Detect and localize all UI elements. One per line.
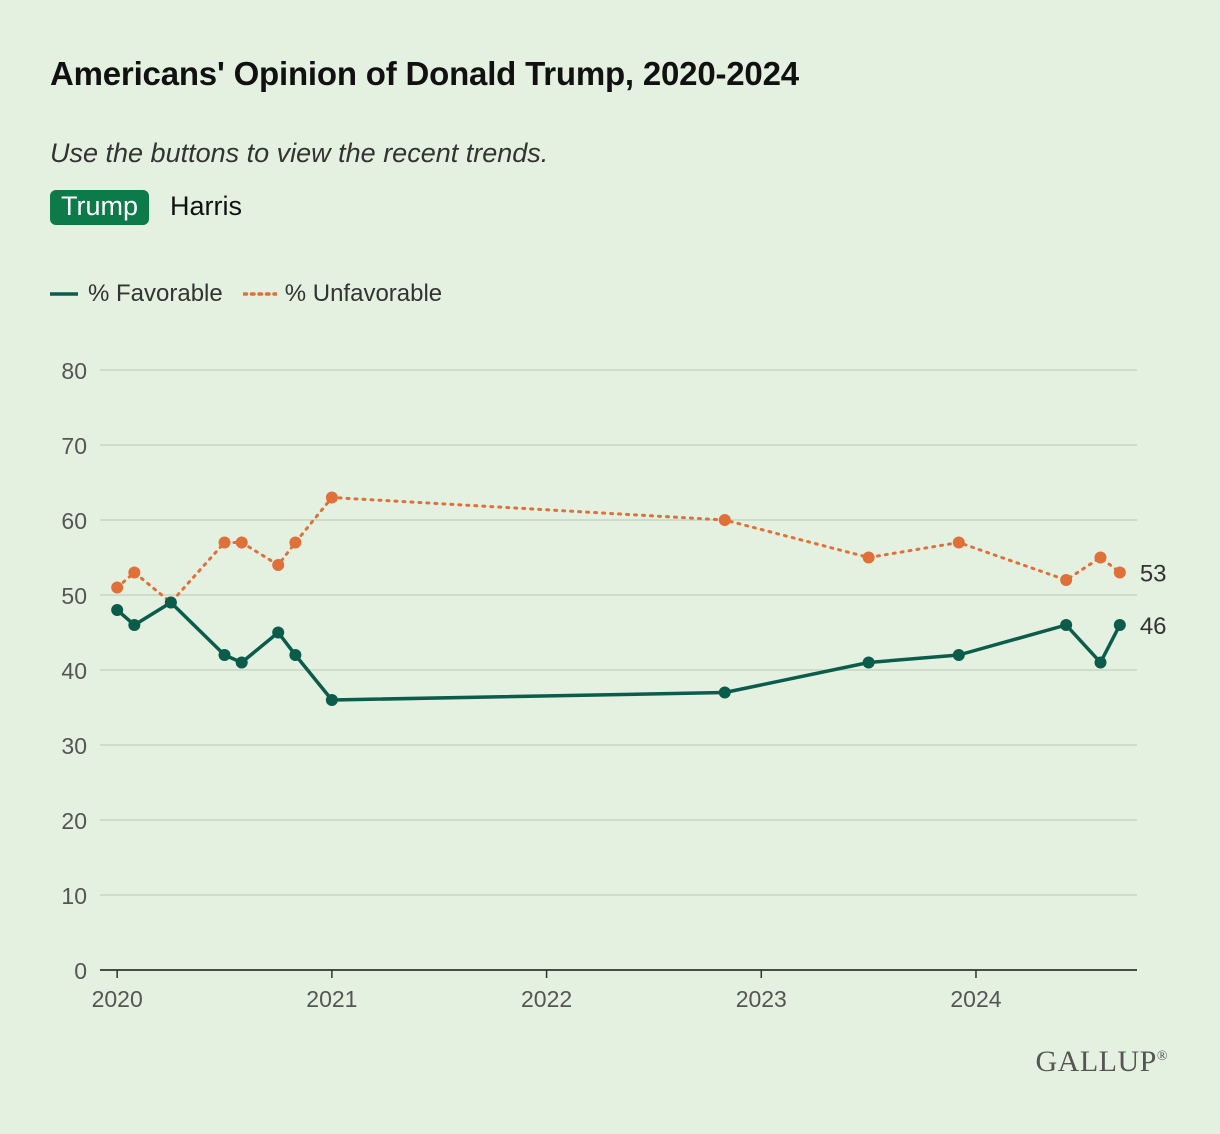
chart-legend: % Favorable % Unfavorable (50, 280, 442, 308)
favorable-point[interactable] (952, 649, 965, 661)
unfavorable-line (115, 496, 1122, 604)
favorable-point[interactable] (325, 694, 338, 706)
chart-title: Americans' Opinion of Donald Trump, 2020… (50, 55, 799, 92)
x-tick-label: 2021 (306, 986, 357, 1012)
unfavorable-point[interactable] (218, 536, 231, 549)
x-tick-label: 2023 (736, 986, 787, 1012)
y-tick-label: 0 (74, 958, 87, 984)
y-tick-label: 30 (61, 733, 87, 759)
favorable-point[interactable] (272, 626, 285, 639)
favorable-point[interactable] (862, 656, 875, 669)
favorable-point[interactable] (235, 656, 248, 669)
candidate-toggle: Trump Harris (50, 190, 253, 225)
y-tick-label: 40 (61, 658, 87, 684)
gallup-logo: GALLUP® (1035, 1045, 1168, 1078)
favorable-line (115, 600, 1122, 702)
unfavorable-point[interactable] (111, 581, 124, 594)
favorable-point[interactable] (164, 596, 177, 609)
legend-favorable-label: % Favorable (88, 280, 223, 307)
legend-favorable-swatch (50, 292, 78, 296)
legend-unfavorable-label: % Unfavorable (284, 280, 443, 307)
y-tick-label: 60 (61, 508, 87, 534)
unfavorable-point[interactable] (718, 514, 731, 526)
legend-unfavorable-swatch (242, 292, 277, 296)
x-tick-label: 2024 (950, 986, 1001, 1012)
legend-item-favorable[interactable]: % Favorable (50, 280, 223, 308)
unfavorable-point[interactable] (235, 536, 248, 549)
x-tick-label: 2020 (92, 986, 143, 1012)
chart-subtitle: Use the buttons to view the recent trend… (50, 138, 549, 168)
unfavorable-point[interactable] (1113, 566, 1126, 579)
unfavorable-point[interactable] (1094, 551, 1107, 564)
unfavorable-point[interactable] (289, 536, 302, 549)
y-tick-label: 80 (61, 358, 87, 384)
favorable-point[interactable] (128, 619, 141, 631)
unfavorable-point[interactable] (272, 559, 285, 571)
favorable-point[interactable] (1060, 619, 1073, 631)
x-tick-label: 2022 (521, 986, 572, 1012)
y-tick-label: 70 (61, 433, 87, 459)
y-tick-label: 20 (61, 808, 87, 834)
trump-button[interactable]: Trump (50, 190, 150, 225)
y-tick-label: 50 (61, 583, 87, 609)
favorable-point[interactable] (289, 649, 302, 661)
favorable-point[interactable] (718, 686, 731, 699)
unfavorable-point[interactable] (952, 536, 965, 549)
favorable-point[interactable] (111, 604, 124, 616)
favorable-end-label: 46 (1140, 613, 1167, 640)
favorable-point[interactable] (218, 649, 231, 661)
unfavorable-point[interactable] (325, 491, 338, 504)
y-tick-label: 10 (61, 883, 87, 909)
favorable-point[interactable] (1113, 619, 1126, 631)
legend-item-unfavorable[interactable]: % Unfavorable (242, 280, 443, 308)
unfavorable-point[interactable] (862, 551, 875, 564)
favorable-point[interactable] (1094, 656, 1107, 669)
unfavorable-point[interactable] (1060, 574, 1073, 586)
unfavorable-point[interactable] (128, 566, 141, 579)
harris-button[interactable]: Harris (159, 190, 253, 225)
unfavorable-end-label: 53 (1140, 561, 1167, 588)
